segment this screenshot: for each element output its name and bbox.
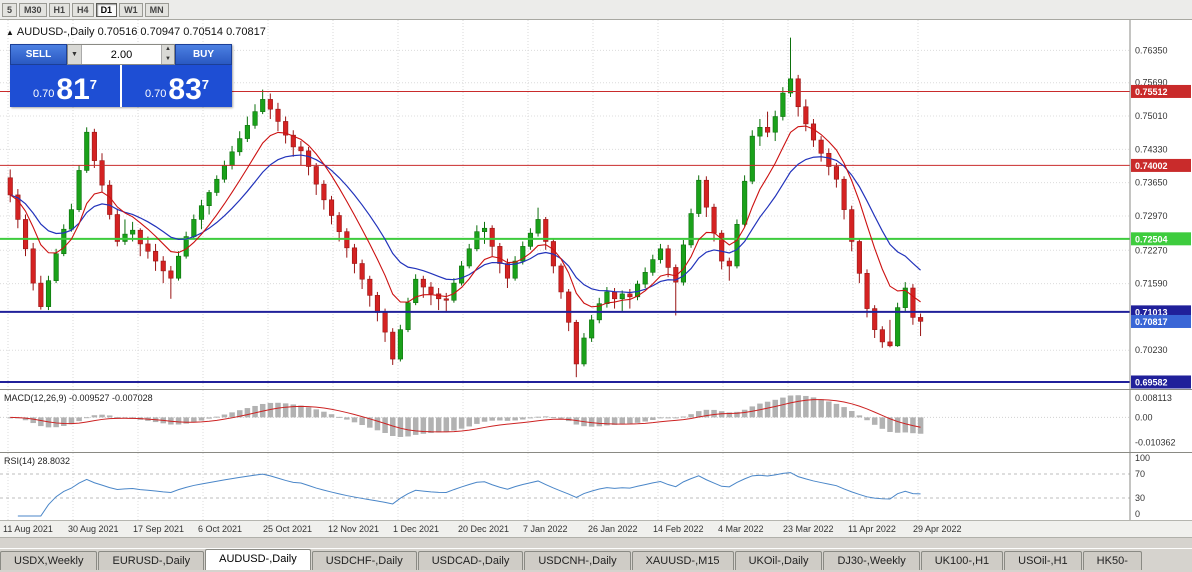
- volume-dropdown-button[interactable]: ▼: [68, 45, 82, 64]
- timeframe-toolbar: 5 M30 H1 H4 D1 W1 MN: [0, 0, 1192, 20]
- sell-price-prefix: 0.70: [32, 88, 55, 100]
- date-tick-label: 29 Apr 2022: [913, 524, 962, 534]
- date-tick-label: 14 Feb 2022: [653, 524, 704, 534]
- rsi-chart-canvas[interactable]: 100 70 30 0: [0, 453, 1192, 520]
- svg-text:-0.010362: -0.010362: [1135, 437, 1176, 447]
- svg-text:100: 100: [1135, 453, 1150, 463]
- chart-title: ▲ AUDUSD-,Daily 0.70516 0.70947 0.70514 0…: [6, 26, 266, 38]
- chart-tab-audusd-daily[interactable]: AUDUSD-,Daily: [205, 549, 311, 570]
- svg-text:30: 30: [1135, 493, 1145, 503]
- svg-text:0.73650: 0.73650: [1135, 178, 1168, 188]
- svg-text:0.00: 0.00: [1135, 412, 1153, 422]
- sell-price-display[interactable]: 0.70 81 7: [10, 65, 120, 107]
- chevron-down-icon: ▼: [71, 51, 78, 58]
- chart-symbol-label: AUDUSD-,Daily: [16, 26, 95, 38]
- chart-tab-usdchf-daily[interactable]: USDCHF-,Daily: [311, 551, 417, 570]
- candlestick-chart-canvas[interactable]: 0.76350 0.75690 0.75010 0.74330 0.73650 0.729…: [0, 20, 1192, 389]
- buy-price-pipette: 7: [201, 77, 210, 92]
- svg-text:0.71590: 0.71590: [1135, 279, 1168, 289]
- timeframe-button-mn[interactable]: MN: [144, 2, 169, 17]
- date-tick-label: 11 Apr 2022: [848, 524, 896, 534]
- macd-indicator-panel: 0.008113 0.00 -0.010362 MACD(12,26,9) -0.0…: [0, 389, 1192, 452]
- one-click-trading-panel: SELL ▼ ▲ ▼ BUY 0.70 81 7: [10, 44, 232, 107]
- svg-text:0.74330: 0.74330: [1135, 144, 1168, 154]
- trade-controls-row: SELL ▼ ▲ ▼ BUY: [10, 44, 232, 65]
- status-strip: [0, 537, 1192, 548]
- svg-text:70: 70: [1135, 469, 1145, 479]
- timeframe-button-5[interactable]: 5: [2, 2, 18, 17]
- svg-text:0.71013: 0.71013: [1135, 307, 1168, 317]
- svg-text:0.75690: 0.75690: [1135, 78, 1168, 88]
- sell-button[interactable]: SELL: [10, 44, 67, 65]
- sell-price-pipette: 7: [89, 77, 98, 92]
- date-tick-label: 25 Oct 2021: [263, 524, 313, 534]
- chart-tab-usoil-h1[interactable]: USOil-,H1: [1004, 551, 1082, 570]
- stepper-up-icon[interactable]: ▲: [165, 46, 171, 52]
- chart-ohlc-values: 0.70516 0.70947 0.70514 0.70817: [97, 26, 266, 38]
- svg-text:0.008113: 0.008113: [1135, 393, 1172, 403]
- svg-text:0: 0: [1135, 509, 1140, 519]
- macd-chart-canvas[interactable]: 0.008113 0.00 -0.010362: [0, 390, 1192, 452]
- svg-text:0.70817: 0.70817: [1135, 317, 1168, 327]
- date-tick-label: 26 Jan 2022: [588, 524, 638, 534]
- svg-text:0.72270: 0.72270: [1135, 245, 1168, 255]
- chart-tab-hk50[interactable]: HK50-: [1082, 551, 1142, 570]
- volume-stepper: ▲ ▼: [161, 45, 174, 64]
- svg-text:0.76350: 0.76350: [1135, 45, 1168, 55]
- chart-tab-xauusd-m15[interactable]: XAUUSD-,M15: [631, 551, 734, 570]
- chart-tab-usdcnh-daily[interactable]: USDCNH-,Daily: [524, 551, 631, 570]
- chart-tab-usdx-weekly[interactable]: USDX,Weekly: [0, 551, 98, 570]
- time-axis: 11 Aug 2021 30 Aug 2021 17 Sep 2021 6 Oct 2…: [0, 520, 1192, 537]
- volume-control: ▼ ▲ ▼: [67, 44, 175, 65]
- timeframe-button-h4[interactable]: H4: [72, 2, 94, 17]
- timeframe-button-m30[interactable]: M30: [19, 2, 47, 17]
- buy-price-display[interactable]: 0.70 83 7: [122, 65, 232, 107]
- rsi-indicator-panel: 100 70 30 0 RSI(14) 28.8032: [0, 452, 1192, 520]
- chart-tab-usdcad-daily[interactable]: USDCAD-,Daily: [417, 551, 524, 570]
- svg-text:0.72504: 0.72504: [1135, 234, 1168, 244]
- svg-text:0.69582: 0.69582: [1135, 377, 1168, 387]
- rsi-label: RSI(14) 28.8032: [4, 456, 71, 466]
- chart-tabs-bar: USDX,Weekly EURUSD-,Daily AUDUSD-,Daily USD…: [0, 548, 1192, 570]
- date-tick-label: 11 Aug 2021: [3, 524, 53, 534]
- sell-price-pips: 81: [56, 73, 90, 106]
- timeframe-button-h1[interactable]: H1: [48, 2, 71, 17]
- date-tick-label: 23 Mar 2022: [783, 524, 834, 534]
- chart-tab-dj30-weekly[interactable]: DJ30-,Weekly: [823, 551, 920, 570]
- svg-text:0.70230: 0.70230: [1135, 345, 1168, 355]
- stepper-down-icon[interactable]: ▼: [165, 55, 171, 62]
- volume-input[interactable]: [82, 45, 161, 64]
- date-tick-label: 20 Dec 2021: [458, 524, 510, 534]
- date-tick-label: 12 Nov 2021: [328, 524, 380, 534]
- macd-label: MACD(12,26,9) -0.009527 -0.007028: [4, 393, 153, 403]
- chart-tab-eurusd-daily[interactable]: EURUSD-,Daily: [98, 551, 205, 570]
- svg-text:0.74002: 0.74002: [1135, 161, 1168, 171]
- trade-prices-row: 0.70 81 7 0.70 83 7: [10, 65, 232, 107]
- buy-price-pips: 83: [168, 73, 202, 106]
- date-tick-label: 30 Aug 2021: [68, 524, 119, 534]
- chart-tab-uk100-h1[interactable]: UK100-,H1: [920, 551, 1004, 570]
- chart-tab-ukoil-daily[interactable]: UKOil-,Daily: [734, 551, 823, 570]
- buy-price-prefix: 0.70: [144, 88, 167, 100]
- timeframe-button-d1[interactable]: D1: [95, 2, 118, 17]
- date-tick-label: 6 Oct 2021: [198, 524, 243, 534]
- symbol-marker-icon: ▲: [6, 28, 14, 37]
- svg-text:0.75512: 0.75512: [1135, 87, 1168, 97]
- svg-text:0.72970: 0.72970: [1135, 211, 1168, 221]
- date-tick-label: 1 Dec 2021: [393, 524, 440, 534]
- timeframe-button-w1[interactable]: W1: [119, 2, 143, 17]
- buy-button[interactable]: BUY: [175, 44, 232, 65]
- svg-text:0.75010: 0.75010: [1135, 111, 1168, 121]
- date-tick-label: 4 Mar 2022: [718, 524, 764, 534]
- date-tick-label: 17 Sep 2021: [133, 524, 185, 534]
- date-tick-label: 7 Jan 2022: [523, 524, 568, 534]
- price-divider: [120, 65, 122, 107]
- price-chart-panel: 0.76350 0.75690 0.75010 0.74330 0.73650 0.729…: [0, 20, 1192, 389]
